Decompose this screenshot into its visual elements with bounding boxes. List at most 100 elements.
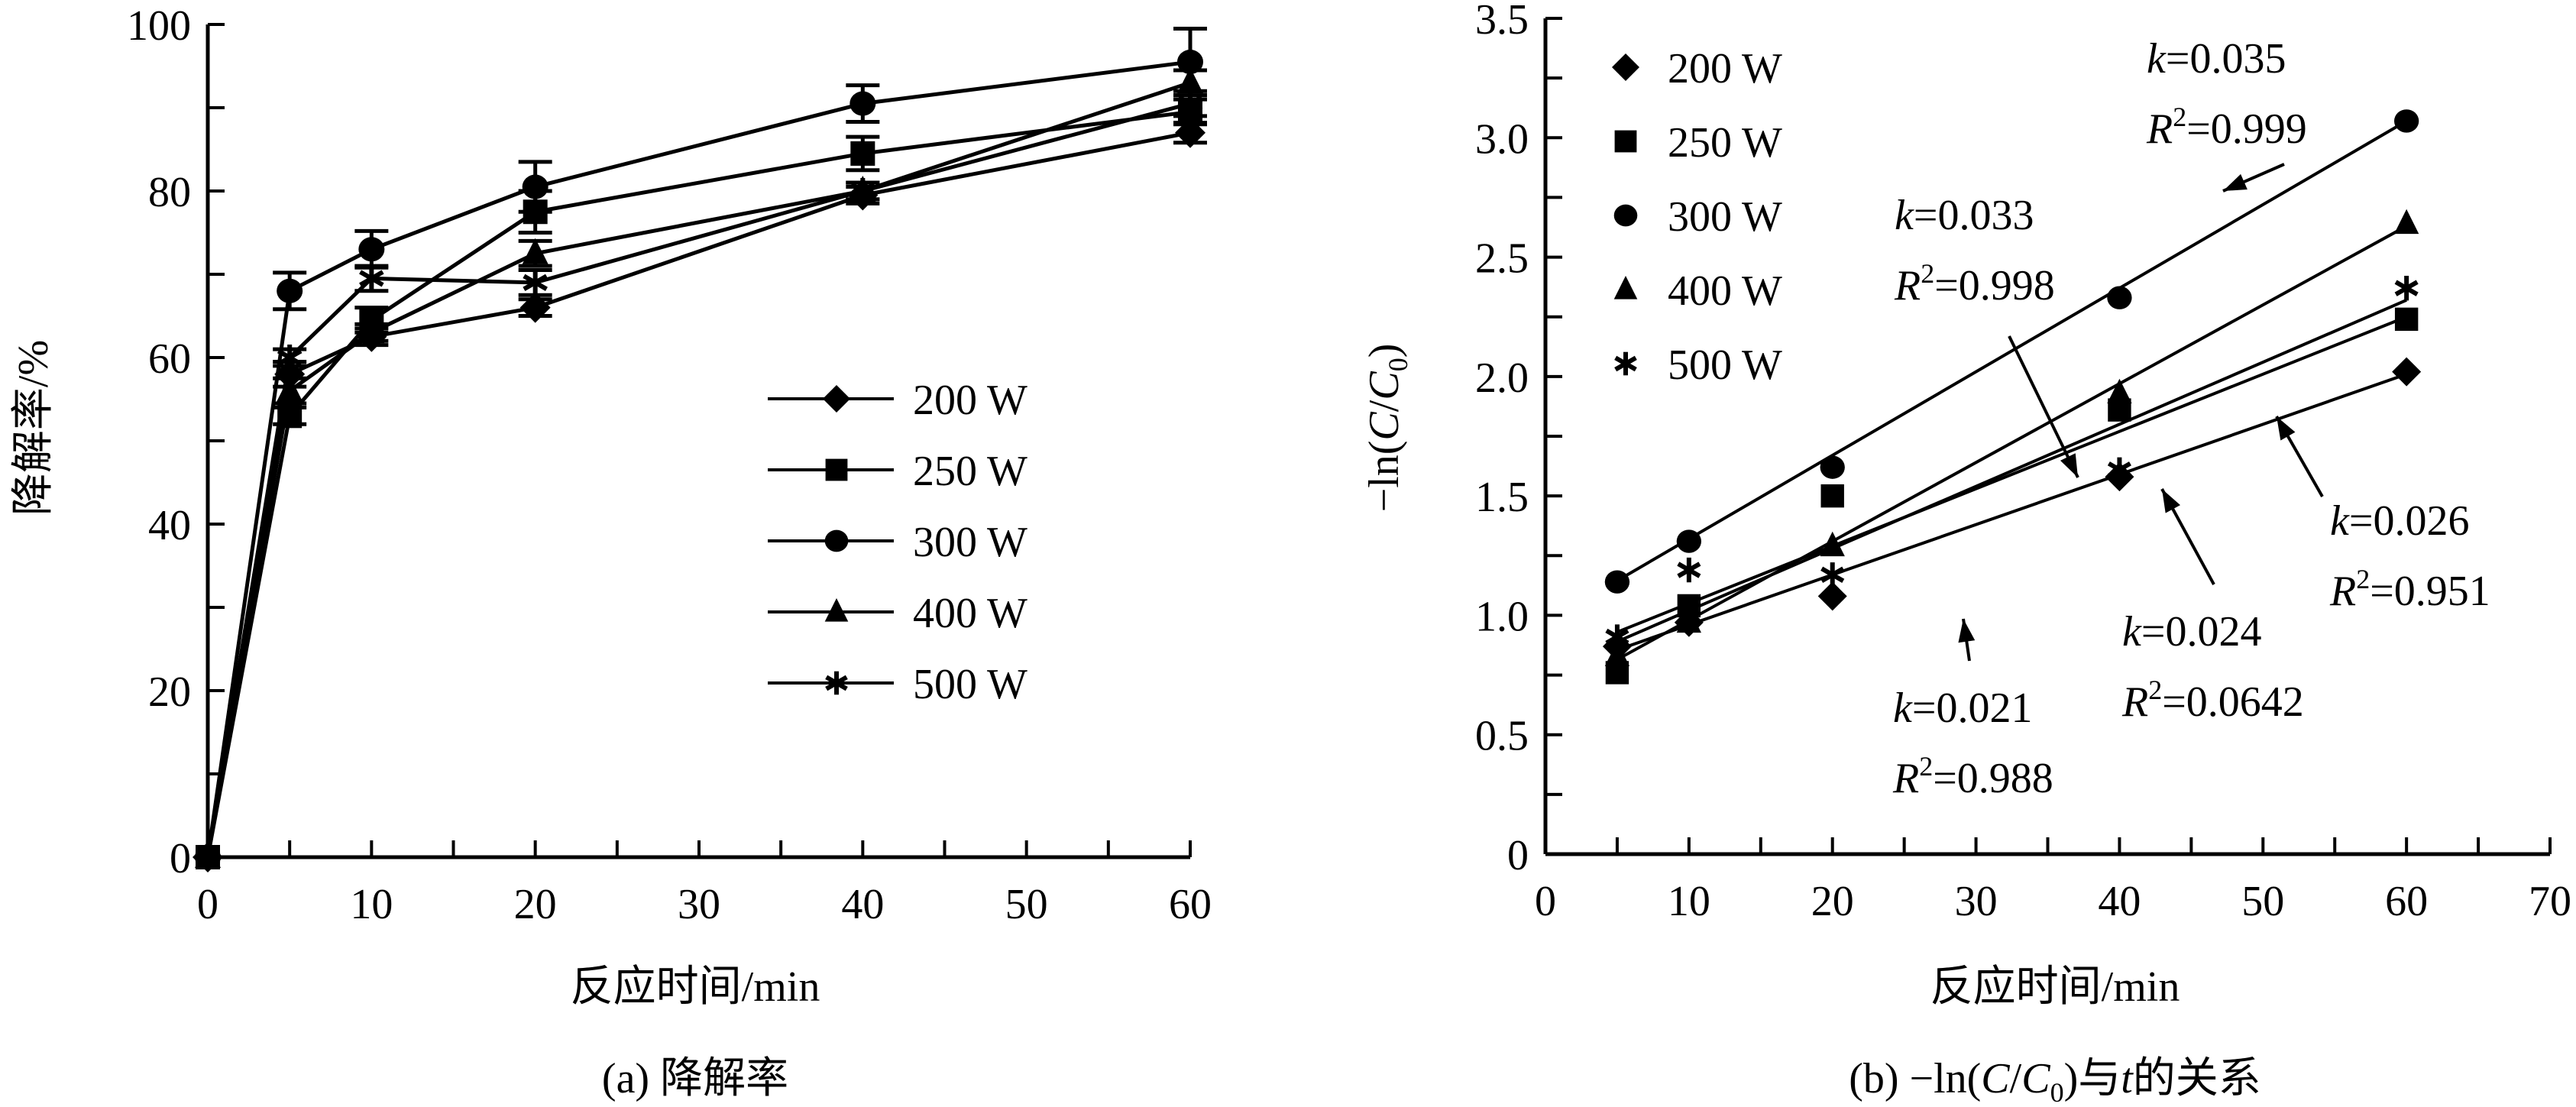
asterisk-stroke — [1820, 566, 1845, 583]
legend-marker-square — [825, 458, 848, 481]
k-symbol: k — [2147, 35, 2167, 83]
x-tick-label: 50 — [1005, 881, 1048, 928]
data-point-square — [1820, 484, 1844, 508]
data-point-square — [2394, 307, 2419, 332]
annotation-k-text: k=0.024 — [2122, 608, 2261, 655]
legend-label: 300 W — [1668, 193, 1782, 241]
chart-b-ylabel: −ln(C/C0) — [1361, 344, 1413, 513]
k-symbol: k — [2330, 497, 2350, 545]
asterisk-stroke — [195, 848, 221, 866]
asterisk-stroke — [1677, 562, 1701, 578]
x-tick-label: 60 — [2385, 878, 2428, 925]
data-point-asterisk — [1820, 562, 1845, 587]
y-tick-label: 2.0 — [1475, 354, 1529, 402]
annotation-arrowhead — [1958, 619, 1976, 643]
legend-item: 400 W — [768, 590, 1027, 637]
asterisk-stroke — [523, 274, 548, 292]
y-tick-label: 3.5 — [1475, 0, 1529, 44]
data-point-triangle — [358, 317, 385, 344]
x-tick-label: 40 — [841, 881, 884, 928]
y-tick-label: 2.5 — [1475, 235, 1529, 283]
data-point-asterisk — [850, 178, 875, 204]
legend-label: 400 W — [1668, 267, 1782, 315]
asterisk-stroke — [1177, 95, 1203, 112]
data-point-asterisk — [2394, 276, 2419, 301]
annotation-r2-text: R2=0.0642 — [2121, 675, 2304, 726]
fit-annotation: k=0.021 R2=0.988 — [1892, 618, 2053, 802]
x-tick-label: 0 — [1535, 878, 1556, 925]
data-point-triangle — [1820, 531, 1845, 557]
legend-marker-asterisk — [1614, 351, 1637, 376]
k-value: =0.021 — [1912, 685, 2033, 732]
data-point-diamond — [519, 292, 551, 323]
annotation-k-text: k=0.033 — [1895, 192, 2034, 239]
y-tick-label: 0 — [170, 835, 191, 882]
data-point-asterisk — [523, 269, 548, 296]
data-point-circle — [522, 174, 549, 199]
legend-item: 500 W — [1614, 341, 1782, 389]
r-superscript: 2 — [2148, 675, 2162, 705]
legend-marker-circle — [1613, 204, 1638, 227]
legend-marker-diamond — [823, 385, 850, 413]
legend-item: 200 W — [1612, 45, 1782, 92]
fit-annotation: k=0.024 R2=0.0642 — [2121, 488, 2304, 726]
x-tick-label: 20 — [1811, 878, 1854, 925]
y-tick-label: 0.5 — [1475, 713, 1529, 760]
r-superscript: 2 — [1921, 258, 1934, 289]
x-tick-label: 70 — [2529, 878, 2571, 925]
data-point-square — [850, 141, 875, 166]
data-point-circle — [849, 91, 876, 116]
annotation-arrow-line — [2008, 335, 2079, 478]
chart-a-legend: 200 W 250 W 300 W 400 W 500 W — [768, 377, 1027, 708]
k-symbol: k — [1895, 192, 1914, 239]
k-symbol: k — [2122, 608, 2142, 655]
legend-label: 250 W — [1668, 119, 1782, 167]
r-superscript: 2 — [2173, 102, 2186, 132]
legend-item: 300 W — [1613, 193, 1782, 241]
k-value: =0.033 — [1914, 192, 2034, 239]
data-point-circle — [1676, 529, 1702, 553]
chart-a-markers — [193, 50, 1205, 872]
data-point-triangle — [2393, 209, 2419, 235]
legend-label: 300 W — [913, 519, 1027, 566]
data-point-triangle — [1604, 641, 1630, 666]
data-point-triangle — [522, 238, 549, 264]
chart-b-axes: 0 10 20 30 40 50 60 70 0 0.5 1.0 1.5 2.0 2.5 3.0 3.5 — [1475, 0, 2571, 925]
r-symbol: R — [1894, 262, 1921, 309]
chart-a-series-lines — [205, 60, 1191, 858]
k-symbol: k — [1893, 685, 1913, 732]
k-value: =0.024 — [2141, 608, 2262, 655]
fit-line-500w — [1616, 298, 2407, 643]
y-tick-label: 1.5 — [1475, 474, 1529, 521]
annotation-r2-text: R2=0.998 — [1894, 258, 2055, 309]
data-point-triangle — [1676, 607, 1702, 633]
data-point-triangle — [2107, 378, 2132, 404]
r-symbol: R — [2121, 678, 2148, 726]
y-tick-label: 60 — [148, 335, 191, 383]
chart-b-legend: 200 W 250 W 300 W 400 W 500 W — [1612, 45, 1782, 389]
y-tick-label: 20 — [148, 668, 191, 716]
series-line-500w — [205, 102, 1191, 858]
data-point-asterisk — [277, 345, 303, 371]
data-point-circle — [2393, 109, 2419, 133]
data-point-asterisk — [359, 265, 384, 292]
r-superscript: 2 — [2356, 564, 2370, 594]
data-point-asterisk — [1605, 624, 1629, 649]
k-value: =0.026 — [2349, 497, 2470, 545]
legend-label: 200 W — [913, 377, 1027, 424]
r2-value: =0.999 — [2186, 105, 2307, 153]
fit-annotation: k=0.035 R2=0.999 — [2146, 35, 2307, 193]
y-tick-label: 3.0 — [1475, 115, 1529, 163]
fit-line-250w — [1616, 315, 2407, 634]
data-point-asterisk — [1677, 557, 1701, 583]
x-tick-label: 30 — [678, 881, 720, 928]
x-tick-label: 20 — [514, 881, 557, 928]
r2-value: =0.988 — [1933, 755, 2053, 802]
annotation-k-text: k=0.021 — [1893, 685, 2032, 732]
asterisk-stroke — [825, 675, 848, 691]
legend-item: 250 W — [768, 448, 1027, 495]
legend-marker-square — [1614, 130, 1637, 153]
asterisk-stroke — [1614, 355, 1637, 372]
chart-b-annotations: k=0.035R2=0.999k=0.033R2=0.998k=0.026R2=… — [1892, 35, 2490, 802]
data-point-square — [523, 199, 548, 225]
